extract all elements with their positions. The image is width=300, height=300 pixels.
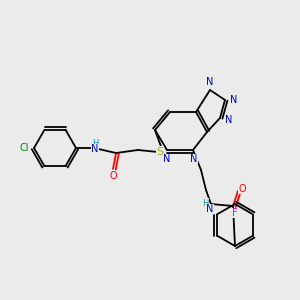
Text: N: N [206, 77, 214, 87]
Text: N: N [190, 154, 198, 164]
Text: N: N [206, 204, 214, 214]
Text: H: H [92, 139, 98, 148]
Text: N: N [230, 95, 238, 105]
Text: S: S [156, 147, 164, 157]
Text: N: N [91, 144, 99, 154]
Text: N: N [225, 115, 233, 125]
Text: Cl: Cl [20, 143, 29, 153]
Text: O: O [238, 184, 246, 194]
Text: F: F [232, 208, 238, 218]
Text: O: O [109, 171, 117, 181]
Text: H: H [202, 199, 208, 208]
Text: N: N [163, 154, 171, 164]
